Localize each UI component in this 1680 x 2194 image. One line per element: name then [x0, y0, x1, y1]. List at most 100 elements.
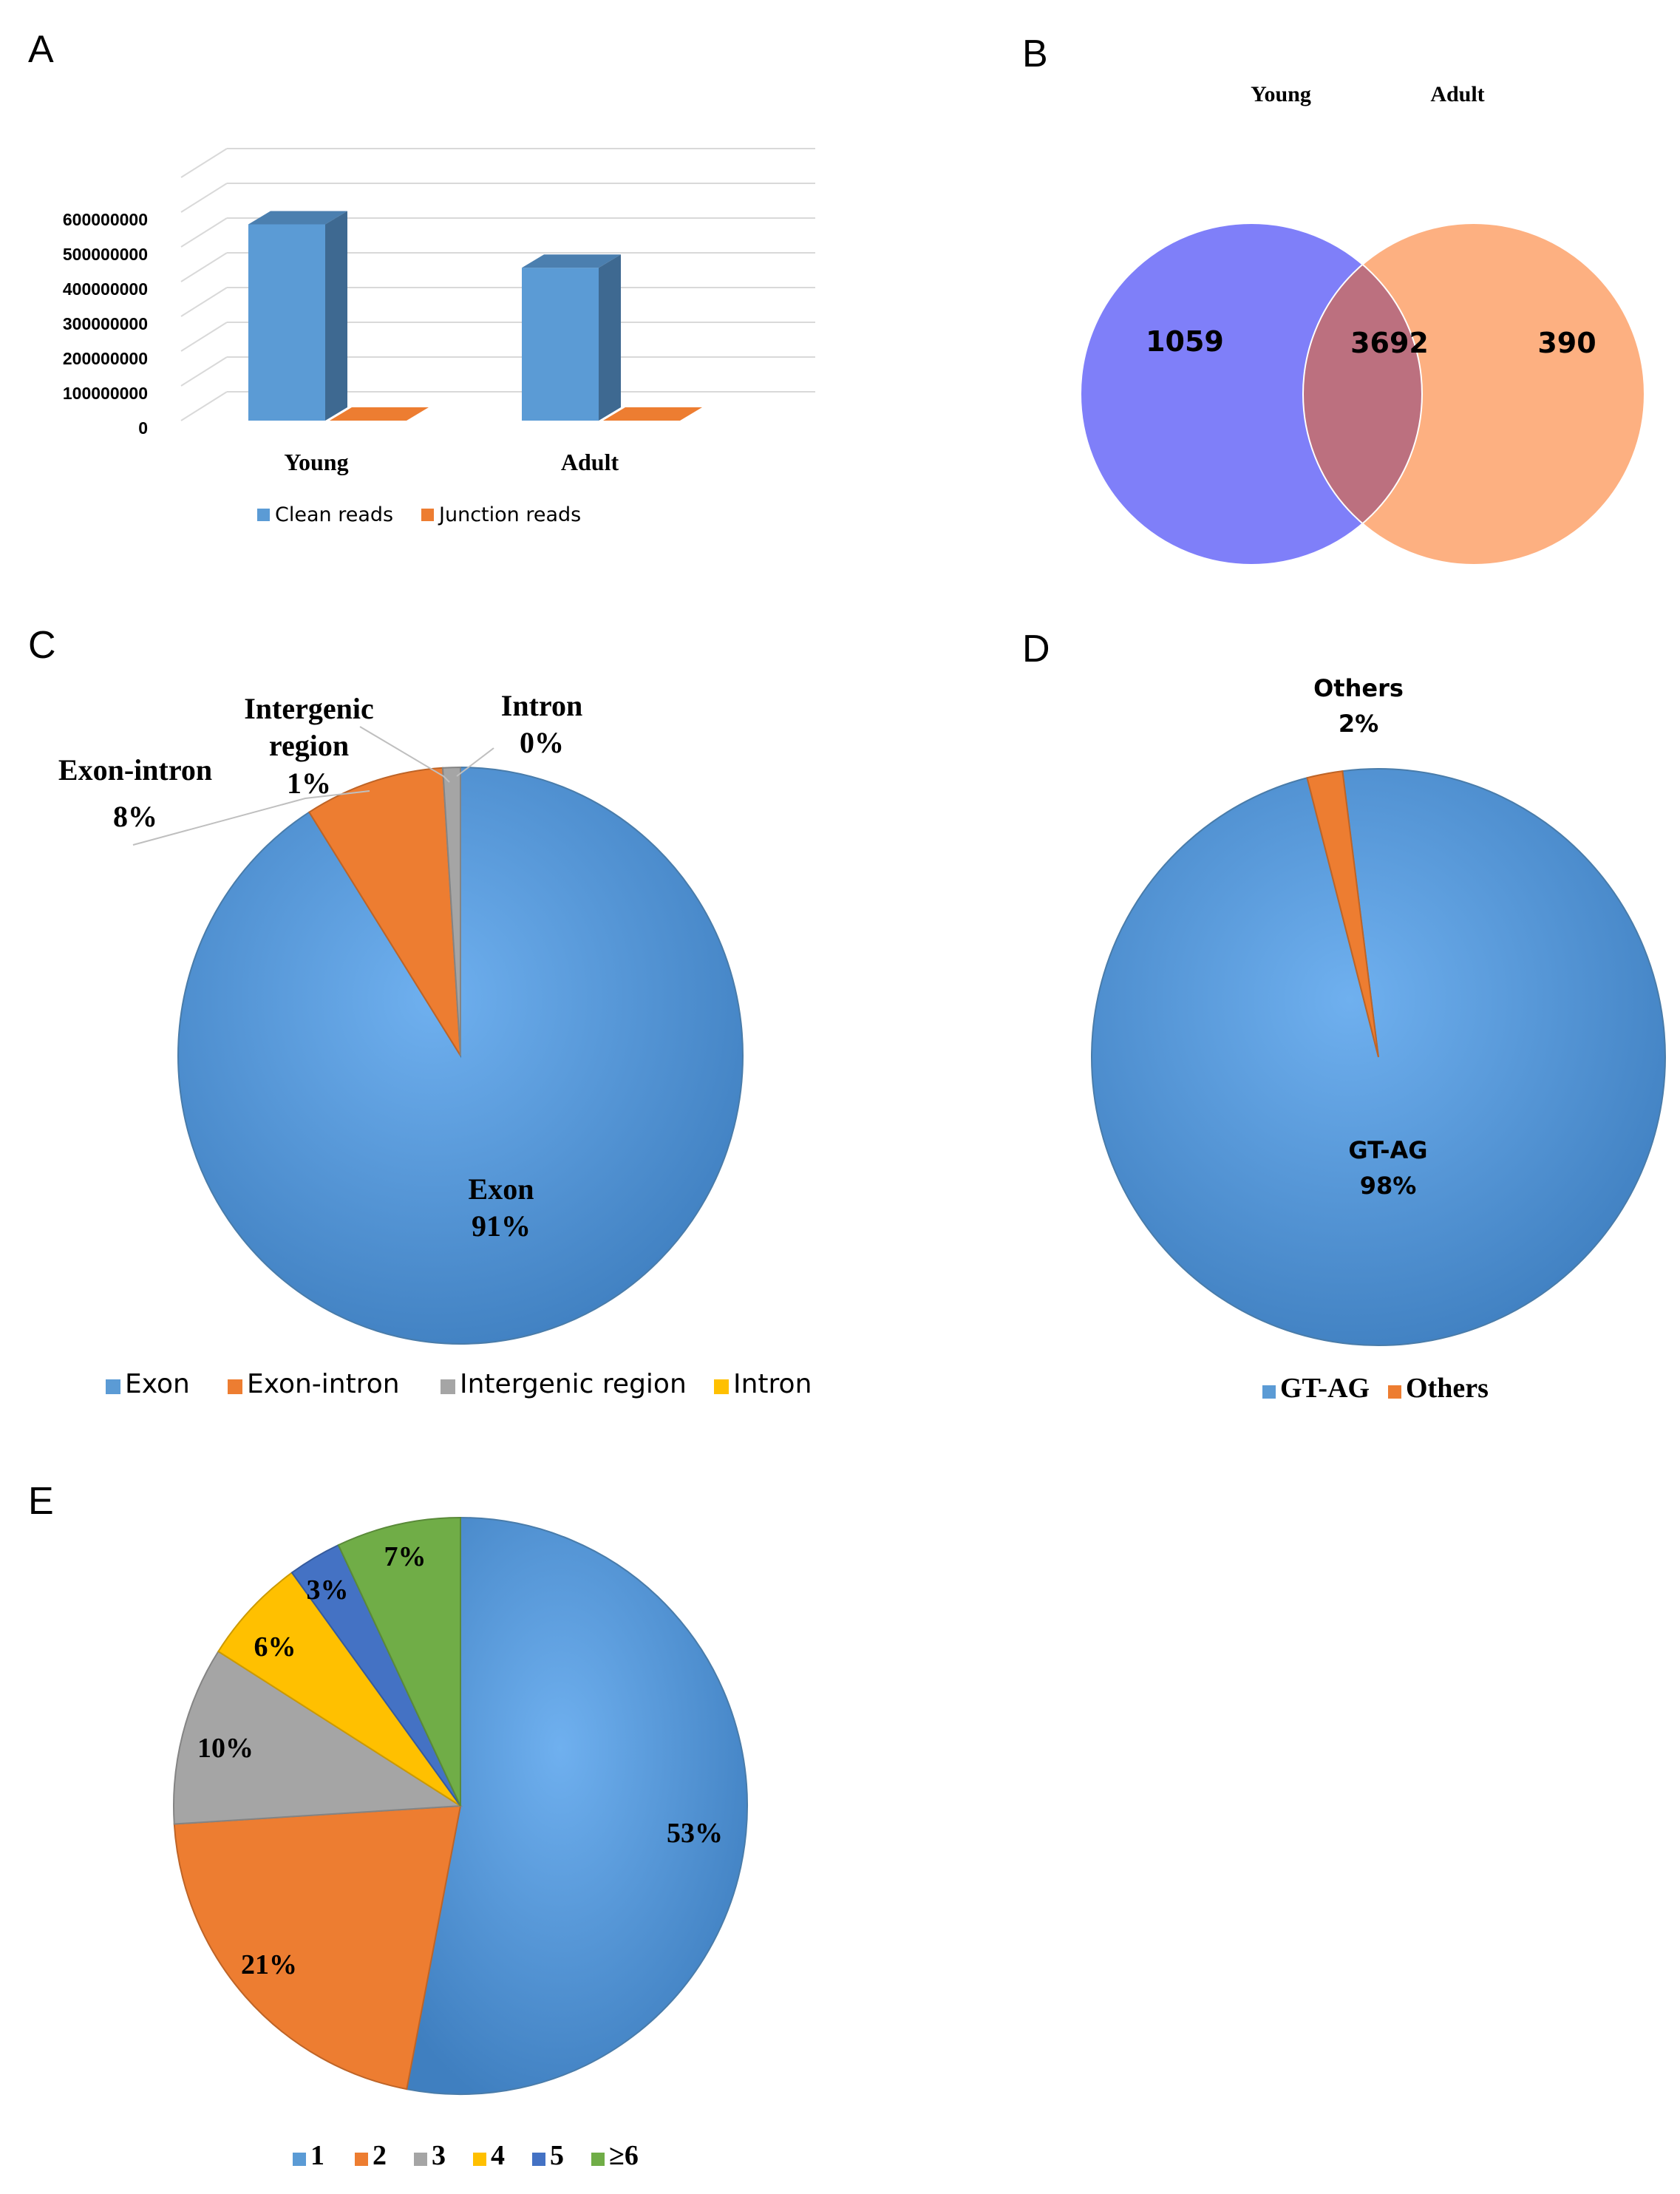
gridline-slant: [180, 287, 228, 317]
pie-c-slice-exon-intron: [307, 767, 461, 1056]
y-tick-label: 600000000: [63, 210, 148, 229]
legend-label-1: 1: [310, 2140, 324, 2171]
legend-swatch-≥6: [591, 2153, 605, 2166]
venn-outline-young: [1080, 223, 1423, 566]
pie-e-slice-3: [173, 1650, 463, 1825]
label-intergenic-name-2: region: [269, 729, 349, 762]
pie-chart-e-labels: 53% 21% 10% 6% 3% 7%: [197, 1541, 723, 1980]
gridline-slant: [180, 183, 228, 213]
label-others-pct: 2%: [1339, 710, 1378, 738]
pie-e-slice-1: [406, 1516, 748, 2095]
gridline-slant: [180, 252, 228, 282]
legend-label-4: 4: [491, 2140, 505, 2171]
legend-swatch-2: [355, 2153, 368, 2166]
legend-swatch-1: [293, 2153, 306, 2166]
gridline-slant: [180, 148, 228, 178]
panel-letter-c: C: [28, 624, 56, 667]
bar-junction-reads-adult: [603, 407, 702, 421]
panel-letter-b: B: [1022, 33, 1048, 75]
panel-c: C Exon-intron 8% Intergenic region 1% Intron 0…: [28, 624, 812, 1399]
pie-chart-c: [177, 766, 744, 1345]
label-intergenic-name-1: Intergenic: [244, 692, 374, 725]
panel-a: A 0 100000000 200000000 300000000 400000000 5…: [28, 28, 815, 526]
label-intergenic-pct: 1%: [287, 767, 331, 800]
pie-chart-d-legend: GT-AG Others: [1262, 1373, 1489, 1404]
y-tick-label: 100000000: [63, 384, 148, 403]
label-slice-1: 53%: [667, 1818, 723, 1849]
legend-label-5: 5: [550, 2140, 564, 2171]
leader-exon-intron: [132, 790, 370, 846]
legend-label-≥6: ≥6: [609, 2140, 639, 2171]
gridline-slant: [180, 391, 228, 421]
label-exon-name: Exon: [469, 1172, 534, 1206]
label-slice-5: 3%: [307, 1575, 349, 1606]
venn-outline-adult: [1302, 223, 1645, 566]
category-label-adult: Adult: [561, 449, 619, 475]
bar-chart-categories: Young Adult: [284, 449, 619, 475]
bar-chart-legend: Clean reads Junction reads: [257, 503, 581, 526]
bar-junction-reads-young: [330, 407, 429, 421]
venn-title-young: Young: [1251, 82, 1311, 106]
panel-letter-d: D: [1022, 628, 1050, 670]
bar-clean-reads-young: [248, 224, 325, 421]
pie-chart-c-labels: Exon-intron 8% Intergenic region 1% Intron 0% E…: [58, 689, 582, 1243]
label-gtag-name: GT-AG: [1348, 1136, 1427, 1164]
label-intron-name: Intron: [501, 689, 582, 722]
bar-chart-bars: [248, 211, 702, 421]
gridline-slant: [180, 322, 228, 352]
bar-side-young: [325, 211, 347, 421]
panel-d: D Others 2% GT-AG 98% GT-AG Others: [1022, 628, 1666, 1404]
venn-diagram: Young Adult 1059 3692 390: [1080, 82, 1645, 566]
leader-intergenic: [359, 726, 450, 783]
panel-letter-e: E: [28, 1480, 54, 1523]
pie-chart-e: [173, 1516, 748, 2095]
label-exon-pct: 91%: [472, 1209, 531, 1243]
legend-swatch-exon-intron: [228, 1379, 242, 1394]
legend-swatch-junction-reads: [421, 509, 434, 521]
label-exon-intron-pct: 8%: [113, 800, 157, 833]
legend-label-others: Others: [1406, 1373, 1489, 1404]
legend-swatch-intergenic-region: [441, 1379, 455, 1394]
legend-swatch-gt-ag: [1262, 1385, 1276, 1399]
legend-label-intron: Intron: [733, 1369, 812, 1399]
label-slice-4: 6%: [254, 1631, 296, 1663]
bar-side-adult: [599, 254, 621, 421]
venn-title-adult: Adult: [1430, 82, 1484, 106]
y-tick-label: 300000000: [63, 314, 148, 333]
label-gtag-pct: 98%: [1360, 1172, 1417, 1200]
bar-top-young: [248, 211, 347, 225]
y-tick-label: 0: [138, 418, 148, 438]
legend-swatch-3: [414, 2153, 427, 2166]
label-exon-intron-name: Exon-intron: [58, 753, 212, 787]
panel-e: E 53% 21% 10% 6% 3% 7% 1 2 3 4 5 ≥6: [28, 1480, 748, 2171]
category-label-young: Young: [284, 449, 348, 475]
pie-c-slice-intergenic-region: [441, 766, 461, 1056]
venn-count-shared: 3692: [1350, 327, 1429, 359]
y-tick-label: 400000000: [63, 279, 148, 299]
legend-label-2: 2: [373, 2140, 387, 2171]
venn-overlap: [1303, 264, 1422, 524]
legend-swatch-exon: [106, 1379, 120, 1394]
panel-b: B Young Adult 1059 3692 390: [1022, 33, 1645, 566]
y-tick-label: 200000000: [63, 349, 148, 368]
pie-e-slice-≥6: [337, 1516, 461, 1807]
legend-label-exon-intron: Exon-intron: [247, 1369, 400, 1399]
label-slice-2: 21%: [241, 1949, 297, 1980]
label-intron-pct: 0%: [520, 726, 564, 759]
pie-e-slice-2: [173, 1804, 462, 2091]
bar-clean-reads-adult: [522, 268, 599, 421]
legend-swatch-others: [1388, 1385, 1401, 1399]
gridline-slant: [180, 217, 228, 248]
legend-swatch-intron: [714, 1379, 729, 1394]
legend-label-junction-reads: Junction reads: [438, 503, 581, 526]
pie-chart-c-legend: Exon Exon-intron Intergenic region Intron: [106, 1369, 812, 1399]
bar-chart-y-ticks: 0 100000000 200000000 300000000 400000000 500…: [63, 210, 148, 438]
legend-label-gt-ag: GT-AG: [1280, 1373, 1370, 1404]
pie-e-slice-4: [217, 1572, 461, 1807]
bar-top-adult: [522, 254, 621, 268]
label-slice-3: 10%: [197, 1733, 254, 1764]
label-slice-≥6: 7%: [384, 1541, 426, 1572]
legend-swatch-4: [473, 2153, 486, 2166]
legend-swatch-clean-reads: [257, 509, 270, 521]
